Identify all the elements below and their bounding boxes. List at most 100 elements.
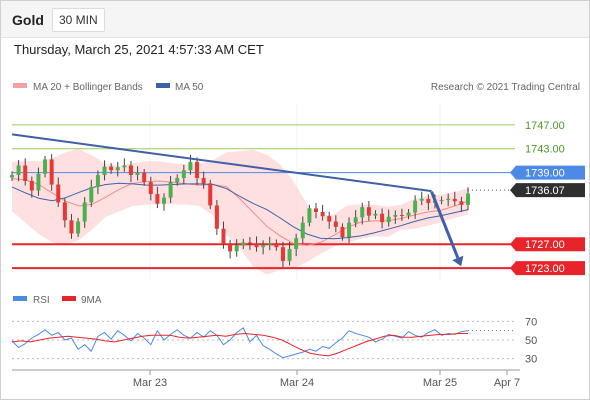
candle-body	[399, 214, 404, 216]
candle-body	[340, 226, 345, 238]
time-tick-label: Mar 23	[133, 377, 167, 389]
legend-swatch-rsi-ma	[62, 296, 76, 301]
level-tag-1739.00	[510, 165, 585, 180]
ma20-line	[11, 178, 469, 246]
rsi-legend: RSI 9MA	[13, 295, 102, 306]
price-plot-area	[10, 104, 515, 280]
candle-body	[56, 184, 61, 203]
candle-body	[386, 216, 391, 223]
candle-body	[452, 198, 457, 202]
candle-body	[181, 170, 186, 178]
candle-body	[446, 198, 451, 201]
candle-body	[333, 221, 338, 227]
candle-body	[314, 208, 318, 212]
candle-body	[280, 247, 285, 261]
level-tag-1723.00	[510, 261, 585, 276]
candle-body	[327, 216, 332, 222]
candle-body	[175, 177, 180, 183]
candle-body	[62, 202, 67, 221]
candle-body	[49, 159, 54, 185]
candle-body	[195, 161, 200, 178]
rsi-plot-area: 70 50 30	[11, 316, 537, 366]
legend-label-ma50: MA 50	[175, 82, 204, 93]
candle-body	[228, 244, 233, 252]
candle-body	[380, 213, 385, 223]
level-label-1736.07: 1736.07	[525, 185, 565, 197]
candle-body	[115, 167, 120, 171]
candle-body	[234, 245, 239, 252]
candle-body	[247, 242, 252, 244]
candle-body	[413, 200, 418, 213]
level-label-1743.00: 1743.00	[525, 144, 565, 156]
candle-body	[300, 222, 305, 239]
candle-body	[201, 177, 206, 184]
candle-body	[373, 213, 378, 216]
candle-body	[214, 205, 219, 229]
level-label-1739.00: 1739.00	[525, 168, 565, 180]
candle-body	[320, 211, 325, 217]
candle-body	[419, 198, 424, 201]
candle-body	[162, 197, 166, 204]
candle-body	[10, 174, 14, 178]
legend-label-ma20-bollinger: MA 20 + Bollinger Bands	[33, 82, 143, 93]
projection-arrow-head	[452, 255, 464, 267]
level-label-1723.00: 1723.00	[525, 263, 565, 275]
candle-body	[29, 180, 34, 191]
candle-body	[142, 172, 147, 183]
candle-body	[274, 243, 279, 248]
candle-body	[23, 165, 28, 181]
time-tick-label: Mar 24	[280, 377, 314, 389]
candle-body	[109, 166, 114, 171]
candle-body	[221, 228, 226, 245]
candle-body	[82, 202, 87, 222]
rsi-ma-line	[11, 332, 468, 357]
candle-body	[294, 238, 299, 249]
candle-body	[241, 242, 246, 246]
level-label-1727.00: 1727.00	[525, 239, 565, 251]
candle-body	[267, 243, 272, 245]
candle-body	[168, 182, 173, 198]
report-datetime: Thursday, March 25, 2021 4:57:33 AM CET	[14, 42, 264, 57]
price-legend: MA 20 + Bollinger Bands MA 50	[13, 82, 204, 93]
candle-body	[287, 248, 292, 261]
timeframe-badge[interactable]: 30 MIN	[52, 8, 105, 32]
candle-body	[393, 214, 398, 217]
level-tag-1727.00	[510, 237, 585, 252]
candle-body	[122, 165, 127, 168]
rsi-tick-70: 70	[525, 316, 537, 328]
candle-body	[102, 166, 107, 175]
price-level-labels: 1747.00 1743.00 1739.00 1736.07 1727.00 1723.…	[510, 120, 585, 276]
legend-swatch-ma50	[156, 83, 170, 88]
candle-body	[254, 243, 259, 248]
candle-body	[307, 208, 312, 223]
candle-body	[353, 217, 358, 223]
time-tick-label: Apr 7	[494, 377, 520, 389]
candle-body	[16, 165, 21, 175]
projection-arrow-shaft	[430, 191, 460, 259]
rsi-line	[11, 327, 469, 359]
rsi-tick-30: 30	[525, 354, 537, 366]
legend-label-rsi: RSI	[33, 295, 50, 306]
candle-body	[128, 165, 133, 175]
candle-body	[208, 183, 213, 206]
bollinger-band	[12, 148, 468, 275]
candle-body	[188, 161, 193, 171]
legend-swatch-rsi	[13, 296, 27, 301]
candle-body	[360, 207, 365, 218]
instrument-symbol: Gold	[12, 12, 44, 28]
copyright-notice: Research © 2021 Trading Central	[431, 82, 580, 93]
candle-body	[76, 221, 81, 234]
candle-body	[69, 220, 74, 234]
candle-body	[459, 201, 464, 205]
time-tick-label: Mar 25	[423, 377, 457, 389]
candle-body	[466, 193, 470, 205]
candle-body	[155, 194, 160, 204]
candle-body	[347, 222, 352, 238]
chart-header: Gold 30 MIN	[1, 1, 589, 38]
candle-body	[135, 172, 140, 175]
legend-swatch-ma20-bollinger	[13, 83, 27, 88]
level-label-1747.00: 1747.00	[525, 120, 565, 132]
ma50-line	[11, 182, 469, 240]
rsi-tick-50: 50	[525, 335, 537, 347]
